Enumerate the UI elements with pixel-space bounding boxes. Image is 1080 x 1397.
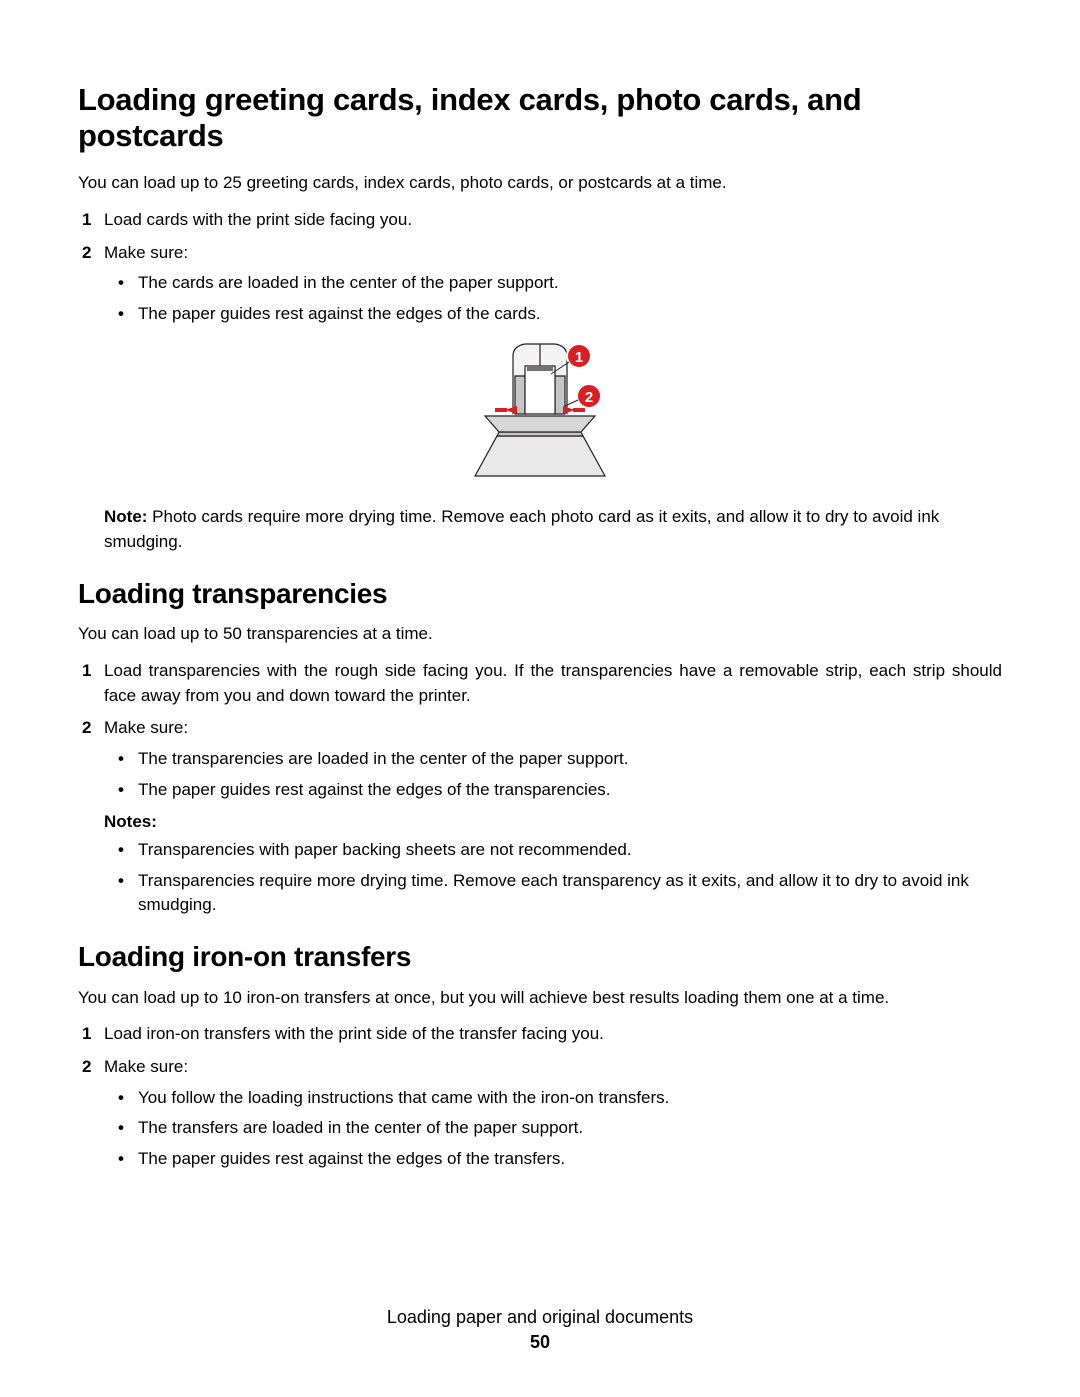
section3-steps: 1 Load iron-on transfers with the print … (78, 1022, 1002, 1171)
list-item: The paper guides rest against the edges … (138, 1147, 1002, 1172)
document-page: Loading greeting cards, index cards, pho… (0, 0, 1080, 1397)
section3-step1: 1 Load iron-on transfers with the print … (104, 1022, 1002, 1047)
callout-1-icon: 1 (567, 344, 591, 368)
list-item: Transparencies require more drying time.… (138, 869, 1002, 918)
list-item: The transparencies are loaded in the cen… (138, 747, 1002, 772)
callout-2-label: 2 (585, 389, 593, 406)
section2-steps: 1 Load transparencies with the rough sid… (78, 659, 1002, 802)
step-number: 2 (82, 716, 91, 741)
section1-steps: 1 Load cards with the print side facing … (78, 208, 1002, 327)
list-item: The cards are loaded in the center of th… (138, 271, 1002, 296)
section2-notes-list: Transparencies with paper backing sheets… (78, 838, 1002, 918)
step-text: Make sure: (104, 718, 188, 737)
section1-intro: You can load up to 25 greeting cards, in… (78, 171, 1002, 196)
step-number: 1 (82, 1022, 91, 1047)
list-item: The transfers are loaded in the center o… (138, 1116, 1002, 1141)
footer-page-number: 50 (0, 1332, 1080, 1353)
step-number: 2 (82, 241, 91, 266)
page-footer: Loading paper and original documents 50 (0, 1307, 1080, 1353)
step-text: Make sure: (104, 1057, 188, 1076)
section3-intro: You can load up to 10 iron-on transfers … (78, 986, 1002, 1011)
step-text: Load transparencies with the rough side … (104, 661, 1002, 705)
callout-2-icon: 2 (577, 384, 601, 408)
list-item: Transparencies with paper backing sheets… (138, 838, 1002, 863)
section1-bullets: The cards are loaded in the center of th… (104, 271, 1002, 326)
step-text: Load iron-on transfers with the print si… (104, 1024, 604, 1043)
section2-notes-label: Notes: (78, 812, 1002, 832)
section3-heading: Loading iron-on transfers (78, 940, 1002, 974)
section1-note: Note: Photo cards require more drying ti… (78, 505, 1002, 554)
section3-step2: 2 Make sure: You follow the loading inst… (104, 1055, 1002, 1172)
section1-step1: 1 Load cards with the print side facing … (104, 208, 1002, 233)
step-number: 2 (82, 1055, 91, 1080)
step-number: 1 (82, 659, 91, 684)
section2-bullets: The transparencies are loaded in the cen… (104, 747, 1002, 802)
note-label: Note: (104, 507, 147, 526)
section1-heading: Loading greeting cards, index cards, pho… (78, 82, 1002, 153)
step-text: Make sure: (104, 243, 188, 262)
section2-step2: 2 Make sure: The transparencies are load… (104, 716, 1002, 802)
paper-support-diagram-icon: 1 2 (455, 336, 625, 486)
section2-intro: You can load up to 50 transparencies at … (78, 622, 1002, 647)
footer-chapter-title: Loading paper and original documents (0, 1307, 1080, 1328)
section2-step1: 1 Load transparencies with the rough sid… (104, 659, 1002, 708)
list-item: The paper guides rest against the edges … (138, 778, 1002, 803)
section3-bullets: You follow the loading instructions that… (104, 1086, 1002, 1172)
list-item: You follow the loading instructions that… (138, 1086, 1002, 1111)
step-number: 1 (82, 208, 91, 233)
section1-figure: 1 2 (78, 336, 1002, 491)
callout-1-label: 1 (575, 349, 583, 366)
step-text: Load cards with the print side facing yo… (104, 210, 412, 229)
note-body: Photo cards require more drying time. Re… (104, 507, 939, 551)
section1-step2: 2 Make sure: The cards are loaded in the… (104, 241, 1002, 327)
list-item: The paper guides rest against the edges … (138, 302, 1002, 327)
section2-heading: Loading transparencies (78, 577, 1002, 611)
